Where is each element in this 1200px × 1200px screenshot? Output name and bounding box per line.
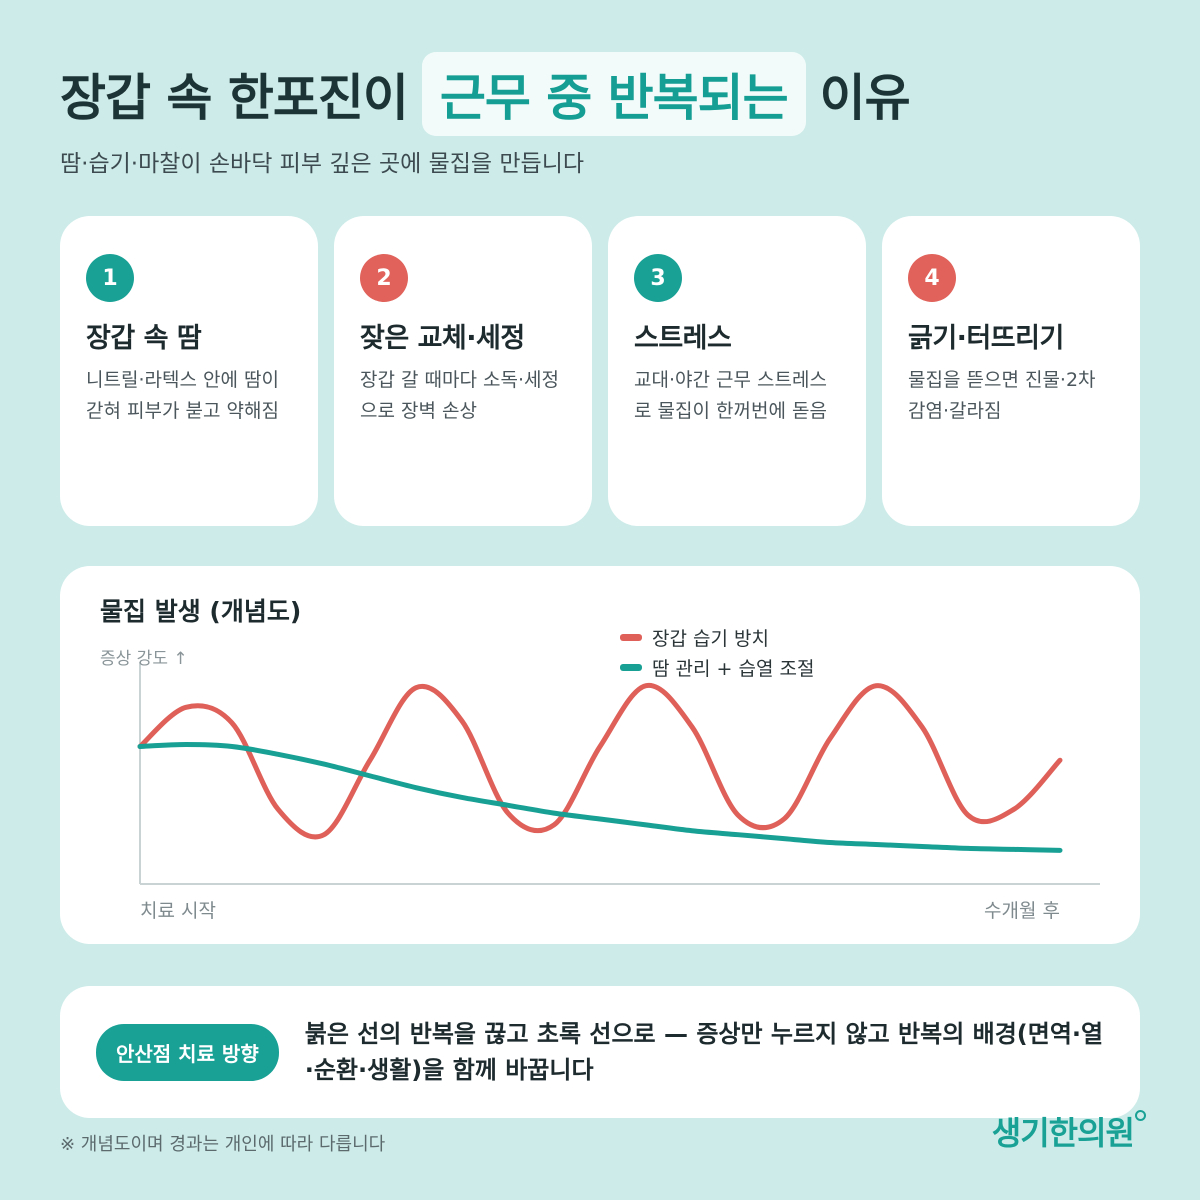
y-axis-label: 증상 강도 ↑ (100, 649, 188, 669)
logo-text: 생기한의원 (991, 1114, 1135, 1152)
card-description: 니트릴·라텍스 안에 땀이 갇혀 피부가 붇고 약해짐 (86, 369, 279, 422)
cause-cards: 1 장갑 속 땀 니트릴·라텍스 안에 땀이 갇혀 피부가 붇고 약해짐 2 잦… (60, 216, 1140, 526)
cause-card-1: 1 장갑 속 땀 니트릴·라텍스 안에 땀이 갇혀 피부가 붇고 약해짐 (60, 216, 318, 526)
cause-card-4: 4 긁기·터뜨리기 물집을 뜯으면 진물·2차 감염·갈라짐 (882, 216, 1140, 526)
legend-swatch (620, 633, 642, 641)
title-pre: 장갑 속 한포진이 (60, 69, 409, 127)
card-title: 스트레스 (634, 323, 732, 354)
clinic-logo: 생기한의원 (991, 1108, 1146, 1154)
series-line-2 (137, 742, 1063, 853)
chart-legend: 장갑 습기 방치 땀 관리 + 습열 조절 (620, 622, 814, 682)
card-number-badge: 3 (634, 254, 682, 302)
title-highlight: 근무 중 반복되는 (421, 52, 806, 136)
treatment-direction-text: 붉은 선의 반복을 끊고 초록 선으로 — 증상만 누르지 않고 반복의 배경(… (304, 1020, 1104, 1084)
card-number-badge: 4 (908, 254, 956, 302)
card-number-badge: 1 (86, 254, 134, 302)
cause-card-2: 2 잦은 교체·세정 장갑 갈 때마다 소독·세정으로 장벽 손상 (334, 216, 592, 526)
card-title: 긁기·터뜨리기 (908, 323, 1064, 354)
page-subtitle: 땀·습기·마찰이 손바닥 피부 깊은 곳에 물집을 만듭니다 (60, 151, 585, 177)
card-title: 잦은 교체·세정 (360, 323, 525, 354)
chart-panel: 물집 발생 (개념도) 증상 강도 ↑ 장갑 습기 방치 땀 관리 + 습열 조… (60, 566, 1140, 944)
series-line-1 (137, 683, 1063, 840)
title-post: 이유 (819, 69, 911, 127)
treatment-direction-panel: 안산점 치료 방향 붉은 선의 반복을 끊고 초록 선으로 — 증상만 누르지 … (60, 986, 1140, 1118)
card-description: 장갑 갈 때마다 소독·세정으로 장벽 손상 (360, 369, 559, 422)
footnote: ※ 개념도이며 경과는 개인에 따라 다릅니다 (60, 1134, 386, 1155)
card-number-badge: 2 (360, 254, 408, 302)
logo-circle-icon (1135, 1110, 1146, 1121)
treatment-direction-badge: 안산점 치료 방향 (96, 1023, 279, 1081)
card-title: 장갑 속 땀 (86, 323, 202, 354)
legend-label: 땀 관리 + 습열 조절 (652, 657, 815, 680)
x-axis-start-label: 치료 시작 (140, 900, 216, 922)
legend-label: 장갑 습기 방치 (652, 627, 769, 650)
x-axis-end-label: 수개월 후 (984, 900, 1060, 922)
legend-item-series-2: 땀 관리 + 습열 조절 (620, 652, 814, 682)
card-description: 물집을 뜯으면 진물·2차 감염·갈라짐 (908, 369, 1096, 422)
legend-item-series-1: 장갑 습기 방치 (620, 622, 814, 652)
legend-swatch (620, 663, 642, 671)
chart-title: 물집 발생 (개념도) (100, 597, 302, 626)
page-title: 장갑 속 한포진이 근무 중 반복되는 이유 (60, 52, 911, 136)
cause-card-3: 3 스트레스 교대·야간 근무 스트레스로 물집이 한꺼번에 돋음 (608, 216, 866, 526)
line-chart (137, 662, 1100, 885)
card-description: 교대·야간 근무 스트레스로 물집이 한꺼번에 돋음 (634, 369, 827, 422)
